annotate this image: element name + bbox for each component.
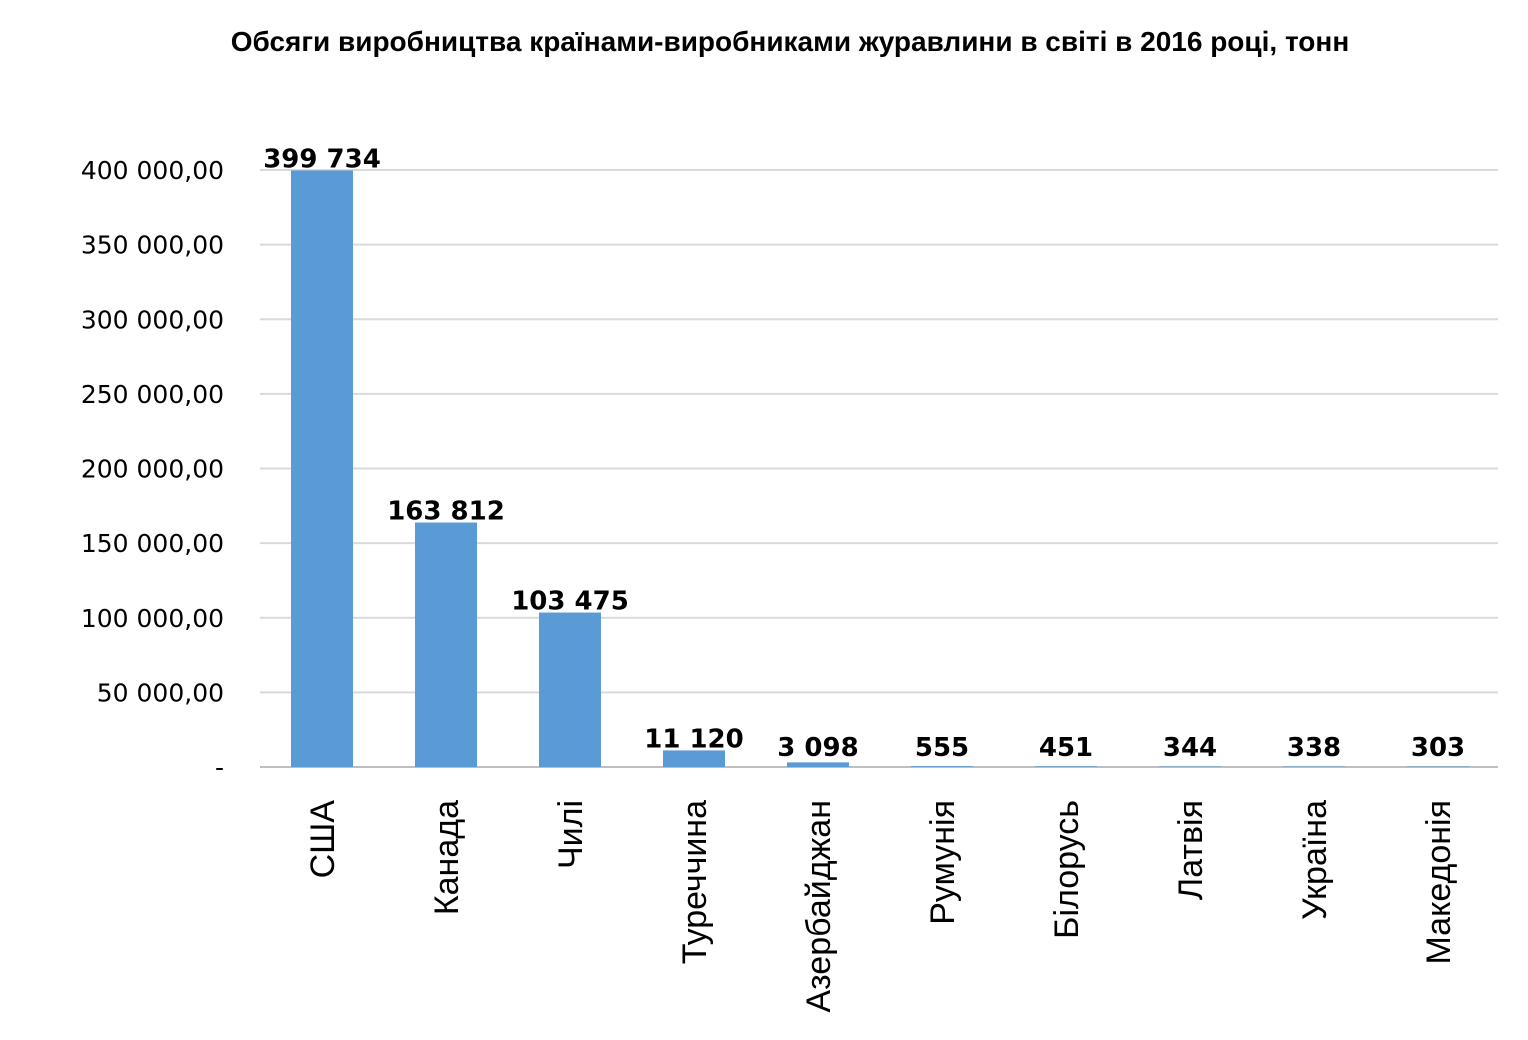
y-tick-label: 350 000,00 [81,231,224,260]
bar-8 [1159,766,1221,767]
x-tick-label: Туреччина [676,800,714,964]
y-tick-label: 250 000,00 [81,380,224,409]
bar-1 [291,170,353,768]
x-tick-label: Македонія [1420,800,1458,965]
x-tick-label: Азербайджан [800,800,838,1013]
x-tick-label: Білорусь [1048,800,1086,939]
bar-7 [1035,766,1097,767]
x-tick-label: Латвія [1172,800,1210,900]
data-label: 11 120 [644,724,744,754]
data-label: 451 [1039,733,1093,763]
y-tick-label: 50 000,00 [97,678,224,707]
x-axis: США Канада Чилі Туреччина Азербайджан Румунія… [304,800,1458,1013]
chart-title: Обсяги виробництва країнами-виробниками … [230,26,1350,57]
x-tick-label: США [304,800,342,879]
bar-2 [415,522,477,767]
bar-4 [663,750,725,767]
y-tick-label: 100 000,00 [81,604,224,633]
data-labels: 399 734 163 812 103 475 11 120 3 098 555 451 34… [263,144,1465,763]
y-tick-label: 400 000,00 [81,156,224,185]
data-label: 338 [1287,733,1341,763]
bars [291,170,1469,768]
data-label: 399 734 [263,144,381,174]
y-tick-label: 200 000,00 [81,455,224,484]
x-tick-label: Україна [1296,800,1334,920]
y-tick-label: 300 000,00 [81,305,224,334]
x-tick-label: Румунія [924,800,962,925]
data-label: 163 812 [387,497,505,527]
x-tick-label: Канада [428,800,466,915]
bar-3 [539,612,601,767]
bar-9 [1283,766,1345,767]
data-label: 303 [1411,733,1465,763]
y-tick-label: 150 000,00 [81,529,224,558]
data-label: 344 [1163,733,1217,763]
data-label: 3 098 [777,733,858,763]
y-axis: - 50 000,00 100 000,00 150 000,00 200 000,00… [81,156,224,782]
data-label: 555 [915,733,969,763]
x-tick-label: Чилі [552,800,590,869]
bar-5 [787,762,849,767]
bar-6 [911,766,973,767]
y-tick-label: - [215,753,224,782]
data-label: 103 475 [511,587,629,617]
